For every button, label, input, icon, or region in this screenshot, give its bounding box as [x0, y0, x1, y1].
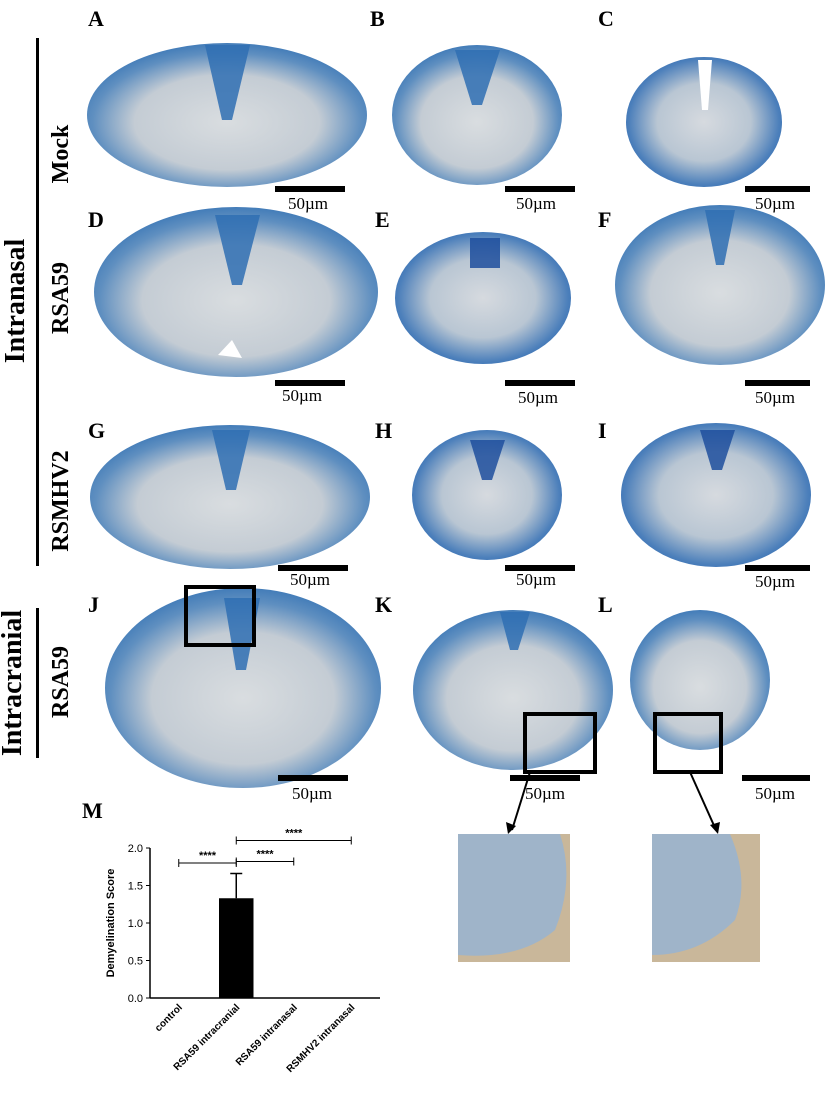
panel-letter-M: M: [82, 798, 103, 823]
panel-letter-H: H: [375, 418, 393, 443]
y-tick-label: 0.0: [128, 993, 143, 1005]
scale-bar-I: [745, 565, 810, 571]
y-tick-label: 0.5: [128, 956, 143, 968]
scale-label-A: 50µm: [288, 194, 329, 213]
section-I: [621, 423, 811, 567]
scale-bar-C: [745, 186, 810, 192]
section-F: [615, 205, 825, 365]
scale-label-L: 50µm: [755, 784, 796, 803]
scale-label-J: 50µm: [292, 784, 333, 803]
inset-K: [458, 834, 570, 962]
x-category-label: control: [153, 1002, 185, 1034]
y-tick-label: 2.0: [128, 843, 143, 855]
section-D: [94, 207, 378, 377]
y-tick-label: 1.5: [128, 881, 143, 893]
panel-letter-A: A: [88, 6, 104, 31]
scale-bar-G: [278, 565, 348, 571]
panel-letter-C: C: [598, 6, 614, 31]
panel-letter-I: I: [598, 418, 607, 443]
scale-label-E: 50µm: [518, 388, 559, 407]
significance-label: ****: [256, 849, 274, 861]
scale-label-B: 50µm: [516, 194, 557, 213]
section-A: [87, 43, 367, 187]
scale-label-C: 50µm: [755, 194, 796, 213]
inset-L: [652, 834, 760, 962]
panel-letter-B: B: [370, 6, 385, 31]
scale-bar-H: [505, 565, 575, 571]
section-J: [105, 585, 381, 788]
panel-letter-F: F: [598, 207, 612, 232]
scale-bar-A: [275, 186, 345, 192]
scale-label-H: 50µm: [516, 570, 557, 589]
scale-bar-J: [278, 775, 348, 781]
panel-letter-D: D: [88, 207, 104, 232]
section-L: [630, 610, 770, 774]
scale-label-F: 50µm: [755, 388, 796, 407]
scale-bar-K: [510, 775, 580, 781]
scale-label-I: 50µm: [755, 572, 796, 591]
scale-bar-E: [505, 380, 575, 386]
panel-letter-G: G: [88, 418, 106, 443]
y-axis-title: Demyelination Score: [105, 869, 117, 978]
panel-letter-K: K: [375, 592, 393, 617]
section-H: [412, 430, 562, 560]
scale-bar-F: [745, 380, 810, 386]
scale-label-G: 50µm: [290, 570, 331, 589]
bar: [219, 898, 254, 998]
section-K: [413, 610, 613, 774]
demyelination-chart: 0.0 0.5 1.0 1.5 2.0 Demyelination Score contro…: [105, 828, 380, 1075]
intranasal-bracket: [36, 38, 39, 566]
significance-label: ****: [199, 850, 217, 862]
x-category-label: RSA59 intracranial: [172, 1002, 243, 1073]
panel-letter-E: E: [375, 207, 390, 232]
y-tick-label: 1.0: [128, 918, 143, 930]
section-G: [90, 425, 370, 569]
scale-bar-L: [742, 775, 810, 781]
intracranial-bracket: [36, 608, 39, 758]
scale-bar-D: [275, 380, 345, 386]
scale-bar-B: [505, 186, 575, 192]
section-B: [392, 45, 562, 185]
panel-letter-J: J: [88, 592, 99, 617]
panel-letter-L: L: [598, 592, 613, 617]
significance-label: ****: [285, 828, 303, 840]
section-C: [626, 57, 782, 187]
scale-label-K: 50µm: [525, 784, 566, 803]
scale-label-D: 50µm: [282, 386, 323, 405]
x-category-label: RSA59 intranasal: [234, 1002, 300, 1068]
section-E: [395, 232, 571, 364]
